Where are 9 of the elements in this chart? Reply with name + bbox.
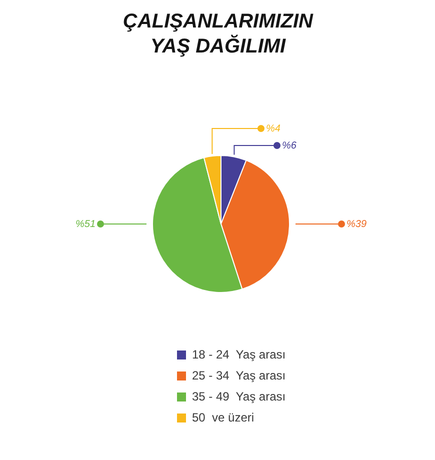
- data-label: %39: [346, 218, 367, 230]
- chart-title: ÇALIŞANLARIMIZIN YAŞ DAĞILIMI: [123, 10, 314, 58]
- data-label: %51: [75, 218, 96, 230]
- legend-label: 18 - 24 Yaş arası: [192, 347, 286, 362]
- legend-label: 25 - 34 Yaş arası: [192, 368, 286, 382]
- data-label: %4: [266, 123, 281, 134]
- data-label: %6: [282, 140, 297, 152]
- legend-label: 35 - 49 Yaş arası: [192, 389, 286, 404]
- legend-label: 50 ve üzeri: [192, 410, 254, 424]
